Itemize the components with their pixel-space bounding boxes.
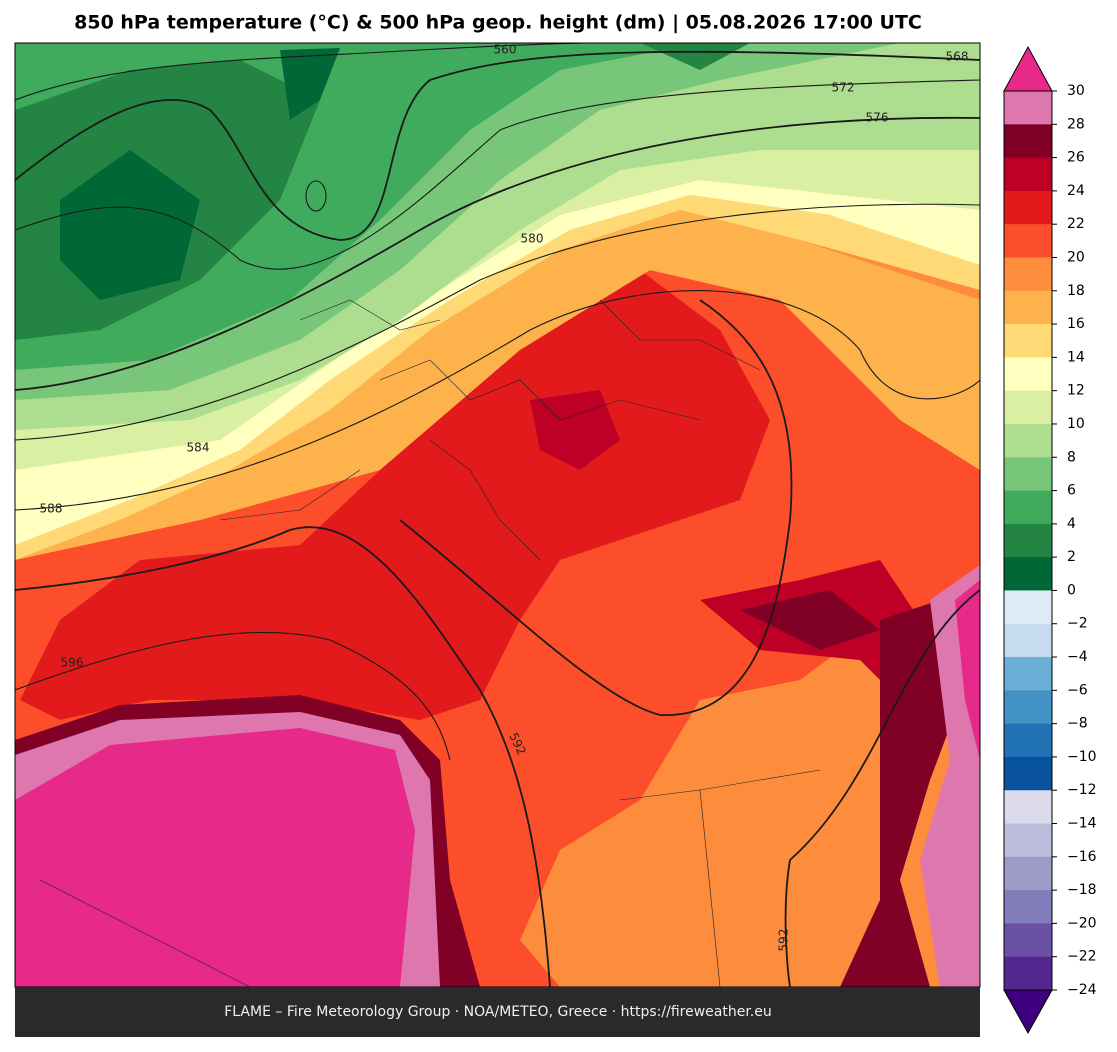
colorbar-level — [1004, 490, 1052, 525]
colorbar-under — [1003, 989, 1053, 1035]
field-2 — [15, 43, 750, 340]
colorbar-level — [1004, 157, 1052, 192]
contour-label: 592 — [777, 929, 791, 952]
colorbar-level — [1004, 623, 1052, 658]
contour-label: 580 — [521, 232, 544, 246]
colorbar-level — [1004, 923, 1052, 958]
colorbar-tick-label: 18 — [1067, 283, 1085, 299]
colorbar-tick-label: −10 — [1067, 749, 1097, 765]
colorbar-level — [1004, 324, 1052, 358]
contour — [15, 203, 980, 441]
colorbar-level — [1004, 823, 1052, 858]
contour — [15, 631, 451, 761]
colorbar-tick-label: 26 — [1067, 150, 1085, 166]
colorbar-tick-label: −6 — [1067, 682, 1088, 698]
contour — [15, 79, 980, 270]
colorbar-level — [1004, 790, 1052, 825]
contour-label: 576 — [866, 111, 889, 125]
colorbar-level — [1004, 290, 1052, 325]
colorbar-tick-label: 30 — [1067, 83, 1085, 99]
footer-credit: FLAME – Fire Meteorology Group · NOA/MET… — [224, 1004, 772, 1020]
colorbar-tick-label: −8 — [1067, 716, 1088, 732]
colorbar: 302826242220181614121086420−2−4−6−8−10−1… — [1003, 45, 1097, 1035]
contour — [15, 299, 980, 987]
contour-label: 568 — [946, 50, 969, 64]
colorbar-level — [1004, 457, 1052, 492]
colorbar-level — [1004, 557, 1052, 591]
colorbar-level — [1004, 224, 1052, 258]
colorbar-over — [1003, 45, 1053, 92]
colorbar-level — [1004, 523, 1052, 558]
map-title: 850 hPa temperature (°C) & 500 hPa geop.… — [74, 12, 922, 34]
colorbar-tick-label: −4 — [1067, 649, 1088, 665]
colorbar-tick-label: −18 — [1067, 882, 1097, 898]
colorbar-tick-label: 24 — [1067, 183, 1085, 199]
colorbar-level — [1004, 756, 1052, 791]
colorbar-tick-label: 10 — [1067, 416, 1085, 432]
colorbar-tick-label: 4 — [1067, 516, 1076, 532]
map-field: 560 568 572 576 580 584 588 592 596 592 — [15, 43, 980, 987]
colorbar-level — [1004, 91, 1052, 125]
contour-label: 560 — [494, 43, 517, 57]
colorbar-tick-label: 16 — [1067, 316, 1085, 332]
colorbar-frame — [1003, 90, 1053, 991]
colorbar-tick-label: −22 — [1067, 949, 1097, 965]
colorbar-level — [1004, 590, 1052, 625]
colorbar-tick-label: 2 — [1067, 549, 1076, 565]
contour — [15, 290, 980, 511]
contour-label: 584 — [187, 441, 210, 455]
colorbar-tick-label: 12 — [1067, 383, 1085, 399]
colorbar-tick-label: −12 — [1067, 782, 1097, 798]
colorbar-tick-label: 6 — [1067, 483, 1076, 499]
contour-label: 596 — [61, 656, 84, 670]
contour — [15, 43, 980, 101]
colorbar-level — [1004, 124, 1052, 159]
footer-bar — [15, 987, 980, 1037]
colorbar-level — [1004, 357, 1052, 392]
contour-label: 588 — [40, 502, 63, 516]
colorbar-level — [1004, 690, 1052, 725]
contour — [305, 180, 327, 212]
field-22 — [20, 270, 770, 720]
colorbar-tick-label: −14 — [1067, 816, 1097, 832]
colorbar-level — [1004, 856, 1052, 891]
colorbar-tick-label: −2 — [1067, 616, 1088, 632]
field-16 — [15, 210, 980, 560]
field-30 — [15, 580, 980, 987]
colorbar-tick-label: −24 — [1067, 982, 1097, 998]
colorbar-level — [1004, 657, 1052, 691]
colorbar-tick-label: 28 — [1067, 116, 1085, 132]
colorbar-tick-label: 22 — [1067, 216, 1085, 232]
contour — [15, 116, 980, 391]
country-borders — [39, 299, 821, 987]
colorbar-tick-label: 20 — [1067, 249, 1085, 265]
field-0 — [60, 48, 340, 300]
colorbar-level — [1004, 423, 1052, 458]
colorbar-tick-label: 14 — [1067, 349, 1085, 365]
colorbar-tick-label: 8 — [1067, 449, 1076, 465]
colorbar-level — [1004, 956, 1052, 991]
colorbar-level — [1004, 257, 1052, 292]
colorbar-level — [1004, 390, 1052, 425]
contour — [15, 50, 980, 241]
contour-label: 572 — [832, 81, 855, 95]
colorbar-level — [1004, 890, 1052, 924]
colorbar-tick-label: −20 — [1067, 915, 1097, 931]
colorbar-tick-label: 0 — [1067, 582, 1076, 598]
colorbar-level — [1004, 723, 1052, 758]
colorbar-tick-label: −16 — [1067, 849, 1097, 865]
colorbar-level — [1004, 190, 1052, 225]
